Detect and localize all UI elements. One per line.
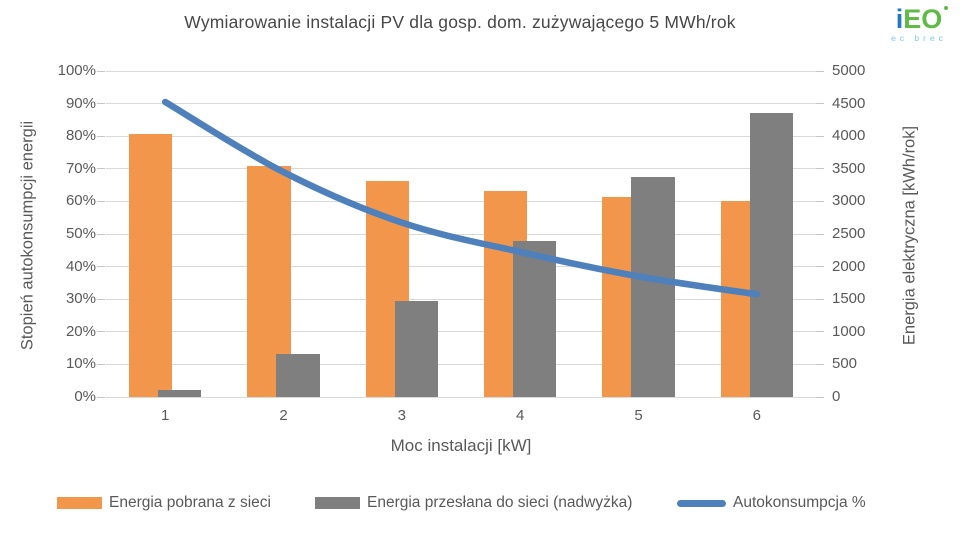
x-tick-label: 1	[160, 407, 170, 424]
chart-title: Wymiarowanie instalacji PV dla gosp. dom…	[184, 12, 736, 32]
bar-energia-przeslana	[157, 389, 202, 397]
x-tick-label: 2	[279, 407, 288, 424]
axis-tick-mark	[816, 168, 824, 170]
left-y-tick-label: 70%	[65, 159, 96, 177]
right-y-tick-label: 1000	[832, 322, 866, 340]
axis-tick-mark	[816, 331, 824, 333]
axis-tick-mark	[816, 70, 824, 72]
gridline	[106, 103, 816, 105]
gridline	[106, 396, 816, 398]
gridline	[106, 266, 816, 268]
x-tick-label: 4	[515, 407, 525, 424]
x-tick-label: 6	[752, 407, 761, 424]
x-tick-label: 3	[397, 407, 406, 424]
logo-letters-eo: EO	[903, 4, 943, 34]
x-axis-tick-labels: 1 2 3 4 5 6	[106, 407, 816, 427]
x-tick-label: 5	[634, 407, 643, 424]
axis-tick-mark	[97, 103, 105, 105]
bar-energia-przeslana	[394, 301, 439, 397]
axis-tick-mark	[97, 363, 105, 365]
bar-energia-przeslana	[276, 354, 320, 397]
legend: Energia pobrana z sieci Energia przesłan…	[0, 494, 970, 520]
right-y-tick-label: 0	[832, 388, 841, 405]
axis-tick-mark	[816, 266, 824, 268]
gridline	[106, 233, 816, 235]
left-y-tick-label: 20%	[65, 322, 96, 340]
legend-item-energia-pobrana: Energia pobrana z sieci	[57, 494, 271, 512]
axis-tick-mark	[97, 135, 105, 137]
axis-tick-mark	[816, 103, 824, 105]
left-y-tick-label: 10%	[65, 355, 96, 373]
right-y-tick-label: 4000	[832, 127, 866, 145]
logo-subtext: ec brec	[891, 33, 947, 43]
right-y-tick-label: 2000	[832, 257, 866, 275]
legend-swatch-orange-icon	[57, 497, 102, 509]
axis-tick-mark	[816, 135, 824, 137]
gridline	[106, 298, 816, 300]
autokonsumpcja-line	[161, 98, 761, 298]
logo-letter-i: i	[895, 4, 904, 34]
axis-tick-mark	[816, 200, 824, 202]
axis-tick-mark	[816, 298, 824, 300]
axis-tick-mark	[97, 233, 105, 235]
legend-label-energia-pobrana: Energia pobrana z sieci	[109, 494, 271, 511]
axis-tick-mark	[816, 396, 824, 398]
left-y-tick-label: 50%	[65, 225, 96, 242]
legend-swatch-gray-icon	[315, 497, 360, 509]
ieo-logo: iEO ec brec	[880, 5, 958, 43]
legend-item-energia-przeslana: Energia przesłana do sieci (nadwyżka)	[315, 494, 632, 512]
right-y-tick-label: 3500	[832, 159, 866, 177]
axis-tick-mark	[816, 233, 824, 235]
axis-tick-mark	[97, 70, 105, 72]
left-y-tick-label: 40%	[65, 257, 96, 275]
legend-item-autokonsumpcja: Autokonsumpcja %	[677, 494, 866, 512]
gridline	[106, 363, 816, 365]
left-y-tick-label: 0%	[74, 388, 96, 405]
legend-swatch-blue-line-icon	[677, 499, 726, 507]
gridline	[106, 331, 816, 333]
left-y-tick-label: 90%	[65, 94, 96, 112]
right-y-tick-label: 500	[832, 355, 858, 373]
legend-label-autokonsumpcja: Autokonsumpcja %	[733, 494, 866, 511]
bar-energia-przeslana	[749, 112, 794, 397]
plot-area	[106, 70, 816, 398]
left-y-tick-label: 100%	[57, 62, 96, 79]
x-axis-title: Moc instalacji [kW]	[390, 436, 532, 455]
axis-tick-mark	[97, 168, 105, 170]
right-y-tick-label: 5000	[832, 62, 866, 79]
left-y-tick-label: 60%	[65, 192, 96, 210]
axis-tick-mark	[97, 331, 105, 333]
gridline	[106, 168, 816, 170]
axis-tick-mark	[97, 200, 105, 202]
gridline	[106, 200, 816, 202]
axis-tick-mark	[97, 266, 105, 268]
left-y-tick-label: 80%	[65, 127, 96, 145]
right-y-tick-label: 3000	[832, 192, 866, 210]
axis-tick-mark	[816, 363, 824, 365]
axis-tick-mark	[97, 298, 105, 300]
logo-wordmark: iEO	[895, 4, 949, 34]
gridline	[106, 70, 816, 72]
logo-trademark-dot-icon	[944, 6, 949, 10]
right-axis-title: Energia elektryczna [kWh/rok]	[900, 125, 919, 346]
right-y-tick-label: 1500	[832, 290, 866, 308]
right-y-tick-label: 4500	[832, 94, 866, 112]
bar-energia-przeslana	[512, 240, 557, 397]
left-y-tick-label: 30%	[65, 290, 96, 308]
right-y-tick-label: 2500	[832, 225, 866, 242]
legend-label-energia-przeslana: Energia przesłana do sieci (nadwyżka)	[367, 494, 633, 511]
bar-energia-przeslana	[631, 177, 675, 397]
gridline	[106, 135, 816, 137]
axis-tick-mark	[97, 396, 105, 398]
bar-energia-pobrana	[128, 134, 173, 397]
